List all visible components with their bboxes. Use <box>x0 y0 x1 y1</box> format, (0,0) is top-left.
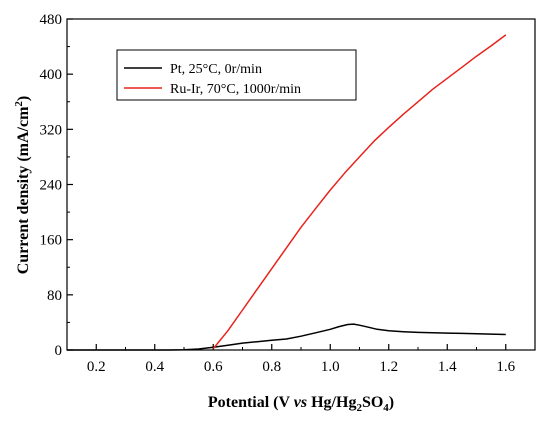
ticks: 0.2 0.4 0.6 0.8 1.0 1.2 1.4 1.6 0 80 160 240 320 400 4… <box>40 12 516 375</box>
y-tick-label: 80 <box>47 288 62 304</box>
legend-label-ru-ir: Ru-Ir, 70°C, 1000r/min <box>170 82 301 97</box>
y-tick-label: 0 <box>55 343 63 359</box>
x-tick-label: 1.6 <box>496 359 515 375</box>
x-tick-label: 0.6 <box>204 359 223 375</box>
y-axis-title: Current density (mA/cm2) <box>13 96 32 275</box>
y-tick-label: 320 <box>40 122 63 138</box>
series-line-1 <box>212 34 507 350</box>
x-tick-label: 0.2 <box>87 359 106 375</box>
y-tick-label: 240 <box>40 178 63 194</box>
legend: Pt, 25°C, 0r/min Ru-Ir, 70°C, 1000r/min <box>116 49 357 101</box>
legend-box <box>116 49 357 101</box>
x-tick-label: 1.0 <box>321 359 340 375</box>
y-tick-label: 480 <box>40 12 63 28</box>
y-tick-label: 400 <box>40 67 63 83</box>
x-tick-label: 1.2 <box>379 359 398 375</box>
x-axis-title: Potential (V vs Hg/Hg2SO4) <box>208 394 394 414</box>
series-line-0 <box>67 323 506 351</box>
series-group <box>67 34 507 351</box>
legend-label-pt: Pt, 25°C, 0r/min <box>170 62 262 77</box>
x-tick-label: 1.4 <box>438 359 457 375</box>
y-tick-label: 160 <box>40 233 63 249</box>
x-tick-label: 0.8 <box>262 359 281 375</box>
x-tick-label: 0.4 <box>145 359 164 375</box>
